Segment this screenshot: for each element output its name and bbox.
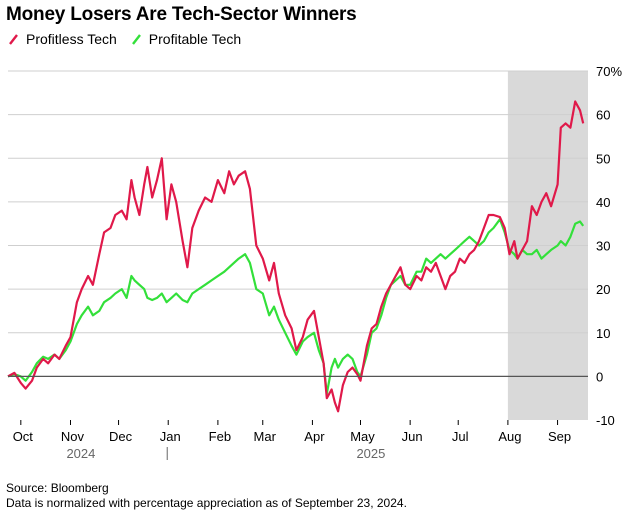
axis-layer: -10 0 10 20 30 40 50 60 70% Oct Nov Dec Jan Feb Mar Apr… xyxy=(8,64,622,461)
source-note: Source: Bloomberg xyxy=(6,481,109,495)
line-chart: -10 0 10 20 30 40 50 60 70% Oct Nov Dec Jan Feb Mar Apr… xyxy=(7,64,622,461)
data-note: Data is normalized with percentage appre… xyxy=(6,496,407,510)
x-tick-label: Jul xyxy=(452,429,469,444)
x-tick-label: Sep xyxy=(548,429,571,444)
legend-swatch-profitless-tech-icon xyxy=(9,34,18,45)
x-tick-label: Feb xyxy=(209,429,231,444)
series-layer xyxy=(7,100,585,413)
x-tick-label: Jun xyxy=(402,429,423,444)
legend-swatch-line-profitless xyxy=(9,34,18,45)
y-tick-label: 30 xyxy=(596,239,610,254)
legend-item-profitable-tech: Profitable Tech xyxy=(131,31,241,47)
y-tick-label: 70% xyxy=(596,64,622,79)
series-line-profitless-tech xyxy=(7,100,585,413)
grid-layer xyxy=(8,70,588,334)
y-tick-label: 50 xyxy=(596,151,610,166)
legend-swatch-line-profitable xyxy=(131,34,141,45)
series-line-profitable-tech xyxy=(7,218,585,395)
y-tick-label: -10 xyxy=(596,413,615,428)
year-label: 2024 xyxy=(66,446,95,461)
x-tick-label: Jan xyxy=(160,429,181,444)
y-tick-label: 0 xyxy=(596,369,603,384)
legend-item-profitless-tech: Profitless Tech xyxy=(8,31,117,47)
legend: Profitless Tech Profitable Tech xyxy=(8,31,241,47)
legend-label-profitless-tech: Profitless Tech xyxy=(26,31,117,47)
legend-swatch-profitable-tech-icon xyxy=(131,34,141,45)
x-tick-label: Mar xyxy=(254,429,277,444)
y-tick-label: 20 xyxy=(596,282,610,297)
y-tick-label: 60 xyxy=(596,108,610,123)
chart-title: Money Losers Are Tech-Sector Winners xyxy=(6,4,357,25)
x-tick-label: Oct xyxy=(13,429,34,444)
x-tick-label: May xyxy=(350,429,375,444)
y-tick-label: 40 xyxy=(596,195,610,210)
x-tick-label: Aug xyxy=(498,429,521,444)
x-tick-label: Apr xyxy=(304,429,325,444)
year-label: 2025 xyxy=(356,446,385,461)
legend-label-profitable-tech: Profitable Tech xyxy=(148,31,242,47)
y-tick-label: 10 xyxy=(596,326,610,341)
x-tick-label: Dec xyxy=(109,429,133,444)
footer: Source: Bloomberg Data is normalized wit… xyxy=(6,481,407,511)
x-tick-label: Nov xyxy=(61,429,85,444)
